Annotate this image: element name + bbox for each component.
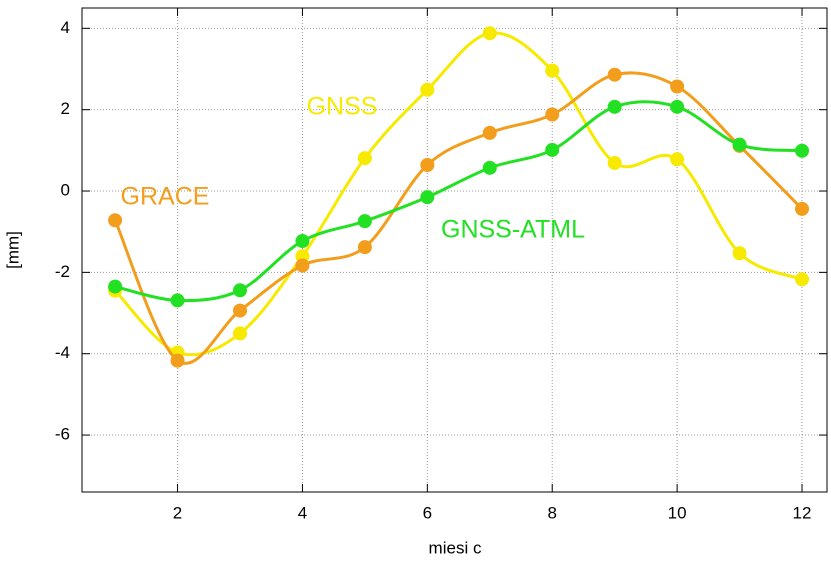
data-point	[170, 353, 185, 368]
data-point	[295, 234, 310, 249]
data-point	[420, 82, 435, 97]
x-tick-label: 2	[173, 503, 182, 522]
data-point	[482, 26, 497, 41]
x-tick-label: 6	[423, 503, 432, 522]
series-line	[113, 71, 804, 365]
y-tick-label: -4	[55, 343, 70, 362]
series-line	[114, 31, 803, 357]
data-point	[607, 67, 622, 82]
data-point	[420, 157, 435, 172]
data-point	[108, 279, 123, 294]
x-axis-label: miesi c	[429, 538, 482, 557]
data-point	[795, 272, 810, 287]
data-point	[732, 137, 747, 152]
data-point	[732, 246, 747, 261]
data-point	[420, 190, 435, 205]
x-tick-label: 10	[668, 503, 687, 522]
data-point	[357, 214, 372, 229]
y-tick-label: 0	[61, 181, 70, 200]
plot-frame	[81, 7, 828, 493]
data-point	[108, 213, 123, 228]
data-point	[357, 240, 372, 255]
data-point	[607, 99, 622, 114]
data-point	[295, 258, 310, 273]
data-point	[357, 151, 372, 166]
data-point	[482, 160, 497, 175]
x-tick-label: 4	[298, 503, 307, 522]
y-tick-label: -2	[55, 262, 70, 281]
series-line	[114, 100, 803, 303]
data-point	[545, 63, 560, 78]
y-tick-label: -6	[55, 425, 70, 444]
data-point	[545, 107, 560, 122]
data-point	[795, 143, 810, 158]
x-tick-label: 12	[793, 503, 812, 522]
series-label: GRACE	[121, 183, 210, 211]
data-point	[232, 303, 247, 318]
y-tick-label: 2	[61, 99, 70, 118]
series-label: GNSS	[307, 93, 378, 121]
data-point	[232, 326, 247, 341]
data-point	[607, 155, 622, 170]
x-tick-label: 8	[547, 503, 556, 522]
data-point	[545, 142, 560, 157]
data-point	[482, 125, 497, 140]
y-tick-label: 4	[61, 18, 70, 37]
data-point	[232, 283, 247, 298]
data-point	[170, 293, 185, 308]
data-point	[670, 152, 685, 167]
data-point	[670, 79, 685, 94]
data-point	[670, 99, 685, 114]
series-label: GNSS-ATML	[441, 216, 585, 244]
y-axis-label: [mm]	[3, 231, 22, 269]
data-point	[795, 201, 810, 216]
